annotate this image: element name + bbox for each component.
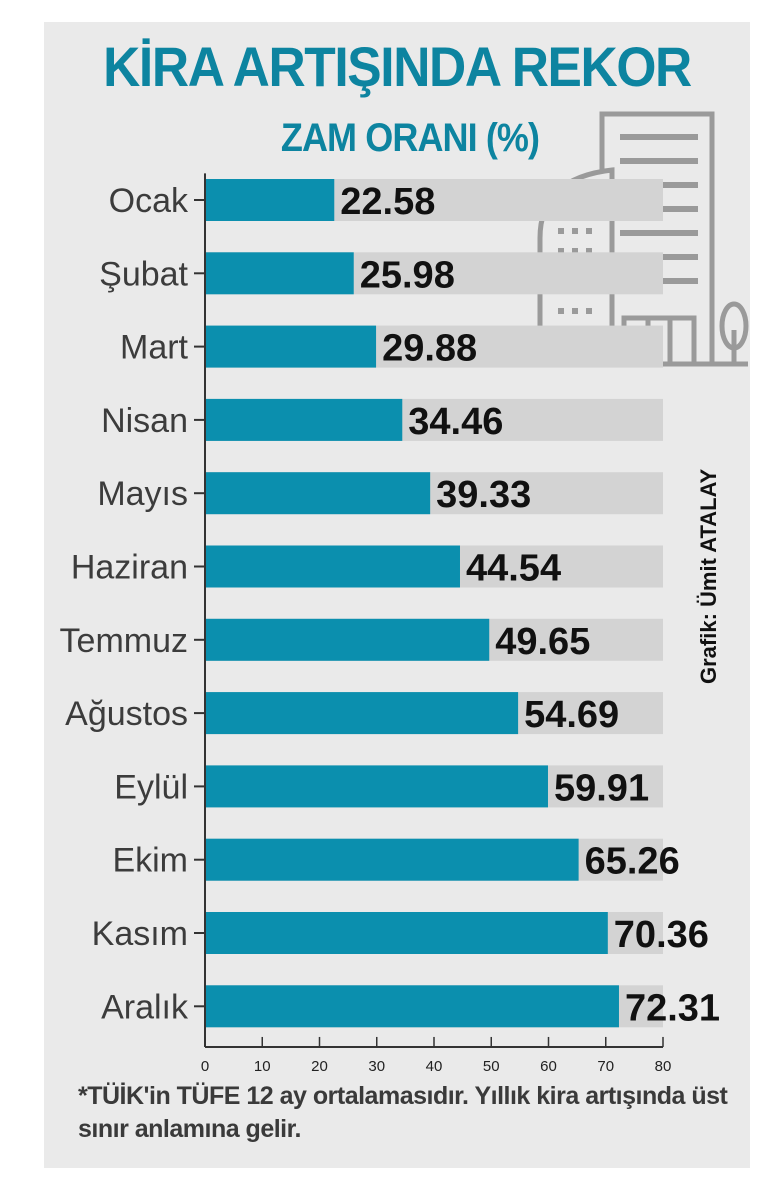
- value-label: 65.26: [585, 841, 680, 883]
- x-tick-label: 40: [426, 1058, 443, 1075]
- tree-icon: [719, 301, 749, 364]
- x-tick-label: 70: [597, 1058, 614, 1075]
- bar: [205, 252, 354, 295]
- category-label: Nisan: [101, 402, 188, 440]
- category-label: Mart: [120, 329, 189, 367]
- bar: [205, 398, 403, 441]
- category-label: Temmuz: [60, 622, 188, 660]
- value-labels: 22.58 25.98 29.88 34.46 39.33 44.54 49.65 54.69…: [340, 181, 720, 1029]
- x-tick-label: 20: [311, 1058, 328, 1075]
- x-tick-label: 30: [368, 1058, 385, 1075]
- bar-tracks: [205, 179, 663, 1028]
- value-label: 59.91: [554, 767, 649, 809]
- bars: [205, 179, 619, 1028]
- axis: [194, 173, 664, 1048]
- x-tick-label: 80: [655, 1058, 672, 1075]
- bar: [205, 985, 619, 1028]
- x-tick-label: 0: [201, 1058, 209, 1075]
- value-label: 34.46: [408, 401, 503, 443]
- bar: [205, 618, 490, 661]
- value-label: 44.54: [466, 548, 561, 590]
- bar: [205, 325, 377, 368]
- value-label: 22.58: [340, 181, 435, 223]
- value-label: 70.36: [614, 914, 709, 956]
- value-label: 29.88: [382, 328, 477, 370]
- category-label: Şubat: [99, 255, 188, 293]
- x-tick-label: 60: [540, 1058, 557, 1075]
- tick-labels: 0 10 20 30 40 50 60 70 80: [201, 1058, 672, 1075]
- value-label: 54.69: [524, 694, 619, 736]
- category-label: Eylül: [114, 768, 188, 806]
- graphic-credit: Grafik: Ümit ATALAY: [696, 468, 721, 684]
- bar: [205, 472, 431, 515]
- chart-title: KİRA ARTIŞINDA REKOR: [103, 35, 692, 98]
- x-tick-label: 50: [483, 1058, 500, 1075]
- bar: [205, 179, 335, 221]
- footnote: *TÜİK'in TÜFE 12 ay ortalamasıdır. Yıllı…: [78, 1082, 728, 1143]
- value-label: 25.98: [360, 254, 455, 296]
- bar: [205, 912, 608, 954]
- bar: [205, 765, 548, 808]
- category-label: Ekim: [112, 842, 188, 880]
- bar: [205, 545, 460, 588]
- category-label: Ocak: [109, 182, 189, 220]
- category-label: Aralık: [101, 988, 189, 1026]
- bar: [205, 838, 579, 881]
- category-label: Haziran: [71, 549, 188, 587]
- value-label: 72.31: [625, 987, 720, 1029]
- x-tick-label: 10: [254, 1058, 271, 1075]
- category-label: Kasım: [92, 915, 188, 953]
- bar: [205, 692, 519, 735]
- category-label: Mayıs: [97, 475, 188, 513]
- value-label: 39.33: [436, 474, 531, 516]
- category-label: Ağustos: [65, 695, 188, 733]
- value-label: 49.65: [495, 621, 590, 663]
- chart-subtitle: ZAM ORANI (%): [280, 116, 540, 160]
- category-labels: Ocak Şubat Mart Nisan Mayıs Haziran Temmuz Ağus…: [60, 182, 189, 1026]
